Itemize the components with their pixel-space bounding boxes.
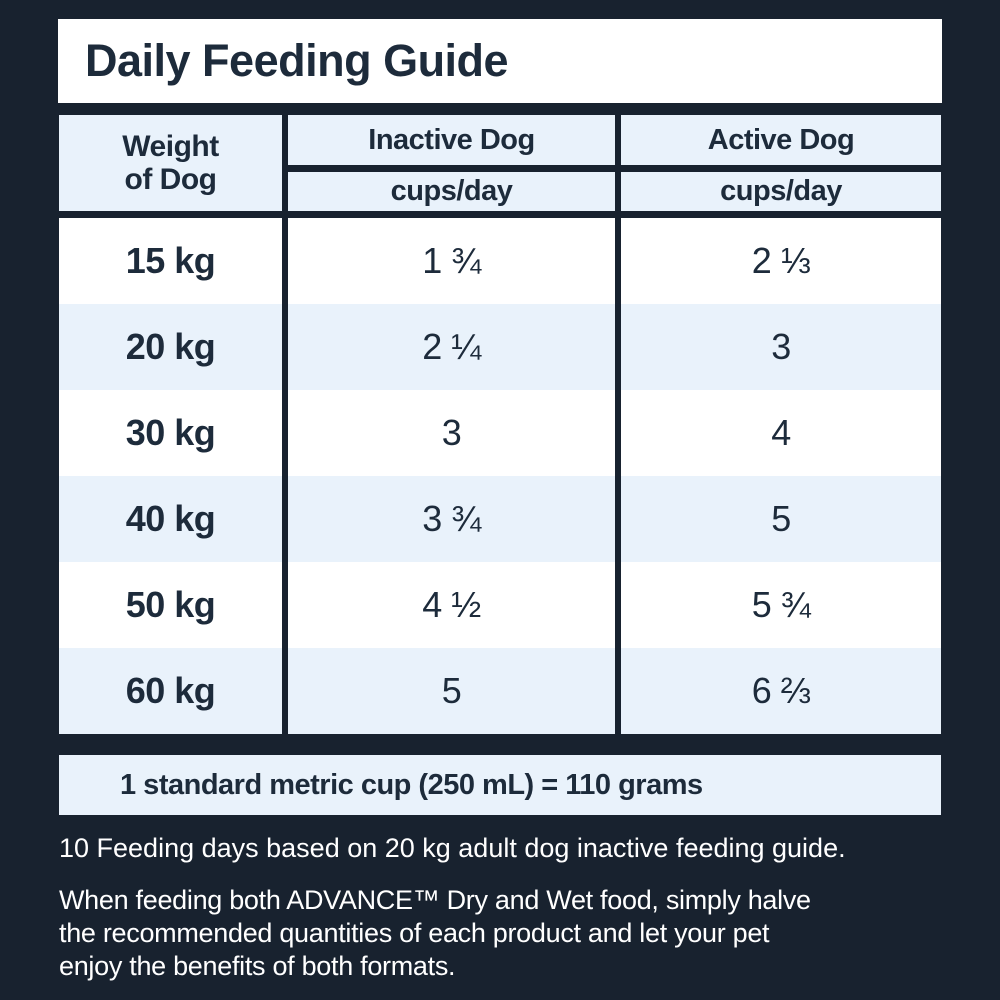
table-header-row: Weight of Dog Inactive Dog cups/day Acti… [59,115,941,218]
active-dog-label: Active Dog [707,123,855,156]
weight-cell: 15 kg [59,218,282,304]
active-column-header: Active Dog cups/day [615,115,941,211]
feeding-guide-table: Weight of Dog Inactive Dog cups/day Acti… [59,115,941,734]
inactive-value-cell: 4 ½ [282,562,615,648]
inactive-dog-label: Inactive Dog [368,123,535,156]
mixed-feeding-line3: enjoy the benefits of both formats. [59,951,456,981]
table-row: 40 kg 3 ¾ 5 [59,476,941,562]
active-value-cell: 5 ¾ [615,562,941,648]
active-units-label: cups/day [720,175,842,207]
weight-header-line2: of Dog [124,163,217,196]
weight-cell: 50 kg [59,562,282,648]
header-divider [621,165,941,172]
table-row: 50 kg 4 ½ 5 ¾ [59,562,941,648]
inactive-column-header: Inactive Dog cups/day [282,115,615,211]
header-divider [288,165,615,172]
weight-header-line1: Weight [122,130,219,163]
table-row: 60 kg 5 6 ⅔ [59,648,941,734]
inactive-value-cell: 3 [282,390,615,476]
cup-conversion-note: 1 standard metric cup (250 mL) = 110 gra… [59,755,941,815]
inactive-value-cell: 1 ¾ [282,218,615,304]
active-value-cell: 6 ⅔ [615,648,941,734]
weight-cell: 40 kg [59,476,282,562]
feeding-basis-footnote: 10 Feeding days based on 20 kg adult dog… [59,833,846,863]
table-row: 20 kg 2 ¼ 3 [59,304,941,390]
table-row: 15 kg 1 ¾ 2 ⅓ [59,218,941,304]
active-value-cell: 3 [615,304,941,390]
inactive-value-cell: 5 [282,648,615,734]
table-row: 30 kg 3 4 [59,390,941,476]
active-value-cell: 2 ⅓ [615,218,941,304]
mixed-feeding-footnote: When feeding both ADVANCE™ Dry and Wet f… [59,884,811,983]
active-value-cell: 4 [615,390,941,476]
weight-column-header: Weight of Dog [59,115,282,211]
weight-cell: 60 kg [59,648,282,734]
inactive-value-cell: 3 ¾ [282,476,615,562]
mixed-feeding-line1: When feeding both ADVANCE™ Dry and Wet f… [59,885,811,915]
inactive-units-label: cups/day [390,175,513,207]
title-bar: Daily Feeding Guide [58,19,942,103]
inactive-value-cell: 2 ¼ [282,304,615,390]
page-title: Daily Feeding Guide [85,35,509,86]
weight-cell: 30 kg [59,390,282,476]
mixed-feeding-line2: the recommended quantities of each produ… [59,918,770,948]
active-value-cell: 5 [615,476,941,562]
weight-cell: 20 kg [59,304,282,390]
